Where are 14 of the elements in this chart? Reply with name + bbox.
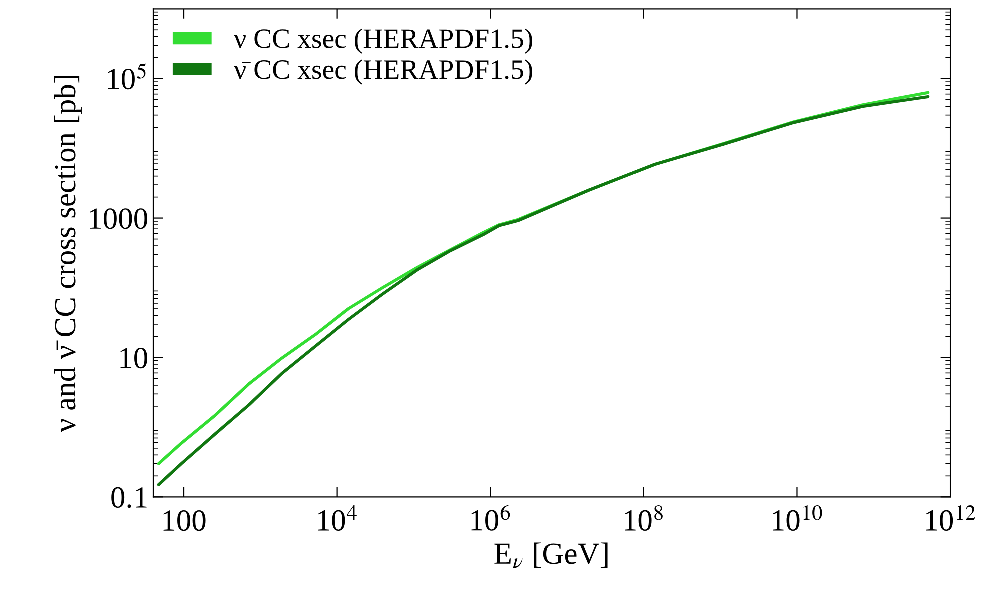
x-tick-label: 100 (164, 510, 206, 532)
x-tick-label: 10$^{8}$ (625, 505, 663, 532)
x-tick-label: 10$^{12}$ (926, 505, 976, 532)
x-axis-title: E$_{ν}$ [GeV] (494, 542, 608, 568)
y-tick-label: 10$^{5}$ (108, 64, 146, 90)
y-tick-label: 1000 (90, 208, 148, 230)
x-tick-label: 10$^{10}$ (773, 505, 822, 532)
y-axis-title: ν and ν̄ CC cross section [pb] (54, 76, 82, 432)
y-tick-label: 0.1 (112, 487, 147, 508)
x-tick-label: 10$^{4}$ (318, 505, 357, 532)
x-tick-label: 10$^{6}$ (472, 505, 510, 531)
legend-label: ν CC xsec (HERAPDF1.5) (234, 28, 532, 54)
legend-label: ν̄ CC xsec (HERAPDF1.5) (234, 60, 532, 85)
y-tick-label: 10 (120, 348, 148, 369)
